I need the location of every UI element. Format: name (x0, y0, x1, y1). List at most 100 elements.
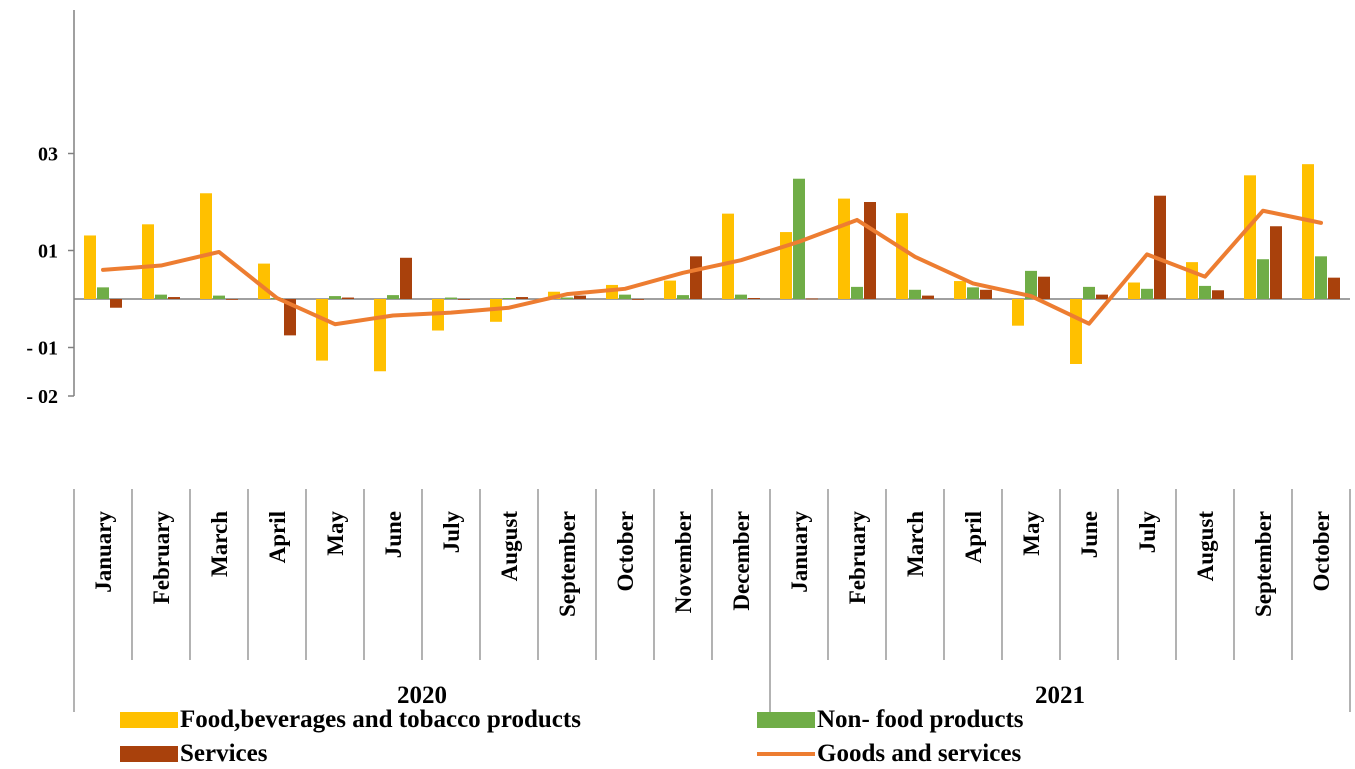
legend-item-non-food: Non- food products (757, 706, 1024, 734)
x-category-label: February (845, 511, 870, 605)
x-category-label: September (555, 511, 580, 617)
x-category-label: March (207, 511, 232, 577)
bar-food (142, 224, 154, 299)
bar-services (632, 299, 644, 300)
bar-services (1328, 277, 1340, 299)
bar-food (780, 232, 792, 299)
x-category-label: August (497, 511, 522, 582)
bar-non-food (445, 297, 457, 299)
chart-line (101, 208, 1323, 327)
x-category-label: January (787, 511, 812, 593)
legend-label-goods-services: Goods and services (817, 740, 1022, 767)
bar-non-food (1083, 286, 1095, 299)
bar-non-food (677, 295, 689, 299)
y-tick-label: - 02 (26, 386, 58, 408)
bar-non-food (1025, 270, 1037, 299)
chart-labels: 03 01 - 01 - 02 January February March April May… (26, 144, 1334, 710)
bar-services (806, 298, 818, 300)
bar-services (168, 297, 180, 299)
bar-services (864, 202, 876, 299)
y-tick-label: 01 (38, 241, 58, 263)
x-category-label: May (1019, 511, 1044, 556)
y-tick-label: - 01 (26, 338, 58, 360)
legend-item-goods-services: Goods and services (757, 740, 1021, 768)
bar-services (1038, 276, 1050, 299)
bar-non-food (155, 294, 167, 299)
x-category-label: July (1135, 511, 1160, 554)
bar-services (690, 256, 702, 299)
x-group-label: 2021 (1035, 682, 1085, 709)
x-group-label: 2020 (397, 682, 447, 709)
x-category-label: March (903, 511, 928, 577)
bar-non-food (561, 297, 573, 299)
bar-non-food (329, 296, 341, 299)
bar-food (838, 198, 850, 299)
x-category-label: July (439, 511, 464, 554)
bar-services (110, 299, 122, 308)
bar-services (748, 298, 760, 299)
bar-services (1270, 226, 1282, 299)
bar-food (1244, 175, 1256, 299)
bar-non-food (851, 286, 863, 299)
bar-non-food (967, 287, 979, 299)
bar-food (374, 299, 386, 372)
bar-services (284, 299, 296, 336)
bar-non-food (909, 289, 921, 299)
legend-label-non-food: Non- food products (817, 706, 1024, 733)
bar-services (400, 257, 412, 299)
bar-non-food (735, 294, 747, 299)
bar-food (1186, 262, 1198, 299)
legend-line-goods-services (757, 752, 815, 756)
bar-food (1302, 164, 1314, 299)
legend-swatch-food (120, 712, 178, 728)
x-category-label: August (1193, 511, 1218, 582)
bar-services (1212, 290, 1224, 299)
bar-services (516, 297, 528, 299)
bar-non-food (503, 298, 515, 299)
bar-non-food (793, 178, 805, 299)
legend-label-services: Services (180, 740, 268, 767)
bar-non-food (97, 287, 109, 299)
bar-services (922, 295, 934, 299)
x-category-label: December (729, 511, 754, 611)
bar-services (1154, 195, 1166, 299)
bar-services (458, 299, 470, 300)
bar-food (1128, 282, 1140, 299)
bar-services (574, 295, 586, 299)
x-category-label: January (91, 511, 116, 593)
y-tick-label: 03 (38, 144, 58, 166)
bar-non-food (1257, 259, 1269, 299)
bar-food (896, 213, 908, 299)
chart-axes (68, 10, 1351, 712)
chart-legend: Food,beverages and tobacco products Non-… (0, 700, 1355, 769)
line-goods-and-services (101, 208, 1323, 327)
x-category-label: November (671, 511, 696, 613)
x-category-label: September (1251, 511, 1276, 617)
x-category-label: June (1077, 511, 1102, 558)
x-category-label: February (149, 511, 174, 605)
x-category-label: April (961, 511, 986, 563)
bar-services (980, 289, 992, 299)
bar-services (1096, 294, 1108, 299)
x-category-label: June (381, 511, 406, 558)
bar-non-food (387, 295, 399, 299)
bar-non-food (619, 294, 631, 299)
bar-food (258, 263, 270, 299)
legend-swatch-services (120, 746, 178, 762)
x-category-label: May (323, 511, 348, 556)
bar-food (1070, 299, 1082, 364)
legend-item-food: Food,beverages and tobacco products (120, 706, 581, 734)
legend-item-services: Services (120, 740, 267, 768)
bar-services (342, 297, 354, 299)
x-category-label: April (265, 511, 290, 563)
bar-non-food (1199, 285, 1211, 299)
x-category-label: October (1309, 511, 1334, 591)
bar-non-food (1315, 256, 1327, 299)
bar-food (200, 193, 212, 299)
bar-food (722, 213, 734, 299)
bar-food (664, 280, 676, 299)
bar-food (954, 281, 966, 299)
bar-non-food (1141, 288, 1153, 299)
bar-food (316, 299, 328, 361)
